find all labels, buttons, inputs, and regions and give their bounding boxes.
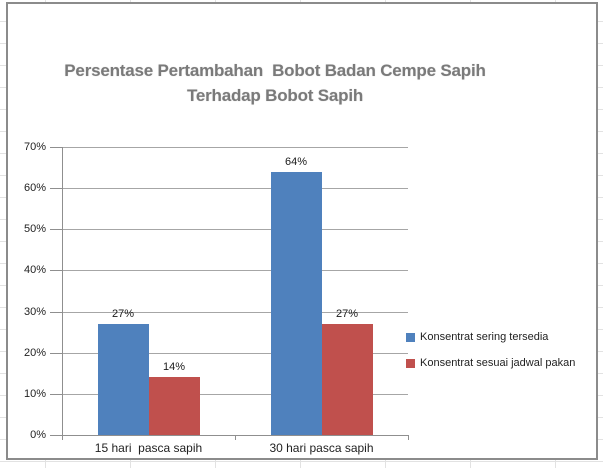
data-label: 27% (335, 307, 359, 320)
y-axis-label: 10% (23, 387, 46, 400)
y-axis-tick (50, 270, 62, 272)
bar-red-cat-1[interactable] (148, 377, 200, 435)
legend-item-label: Konsentrat sesuai jadwal pakan (420, 357, 576, 369)
chart-title-line-1: Persentase Pertambahan Bobot Badan Cempe… (64, 61, 486, 80)
bar-blue-cat-2[interactable] (270, 171, 322, 435)
y-axis-label: 30% (23, 305, 46, 318)
gridline (62, 188, 408, 190)
y-axis-label: 20% (23, 346, 46, 359)
y-axis-tick (50, 352, 62, 354)
legend-item[interactable]: Konsentrat sesuai jadwal pakan (406, 357, 575, 370)
gridline (62, 311, 408, 313)
data-label: 64% (284, 155, 308, 168)
legend-swatch-icon (406, 333, 415, 342)
y-axis-label: 40% (23, 264, 46, 277)
y-axis-tick (50, 393, 62, 395)
y-axis-tick (50, 311, 62, 313)
category-label: 30 hari pasca sapih (269, 441, 374, 455)
y-axis-tick (50, 229, 62, 231)
x-axis-tick (235, 435, 236, 440)
gridline (62, 270, 408, 272)
y-axis-tick (50, 435, 62, 436)
gridline (62, 393, 408, 395)
y-axis-tick (50, 188, 62, 190)
y-axis-tick (50, 147, 62, 148)
x-axis-tick (62, 435, 63, 440)
data-label: 14% (162, 361, 186, 374)
y-axis-line (62, 147, 63, 435)
y-axis-label: 0% (30, 429, 46, 441)
bar-blue-cat-1[interactable] (97, 323, 149, 435)
chart-title-line-2: Terhadap Bobot Sapih (186, 86, 364, 105)
y-axis-label: 60% (23, 182, 46, 195)
legend-item-label: Konsentrat sering tersedia (420, 331, 549, 343)
gridline (62, 147, 408, 148)
y-axis-label: 50% (23, 223, 46, 236)
chart-title: Persentase Pertambahan Bobot Badan Cempe… (14, 58, 536, 108)
x-axis-tick (408, 435, 409, 440)
category-label: 15 hari pasca sapih (94, 441, 203, 455)
data-label: 27% (111, 307, 135, 320)
gridline (62, 352, 408, 354)
y-axis-label: 70% (23, 141, 46, 153)
chart-object[interactable]: Persentase Pertambahan Bobot Badan Cempe… (6, 2, 598, 460)
legend-item[interactable]: Konsentrat sering tersedia (406, 331, 548, 344)
gridline (62, 229, 408, 231)
bar-red-cat-2[interactable] (321, 323, 373, 435)
legend-swatch-icon (406, 359, 415, 368)
